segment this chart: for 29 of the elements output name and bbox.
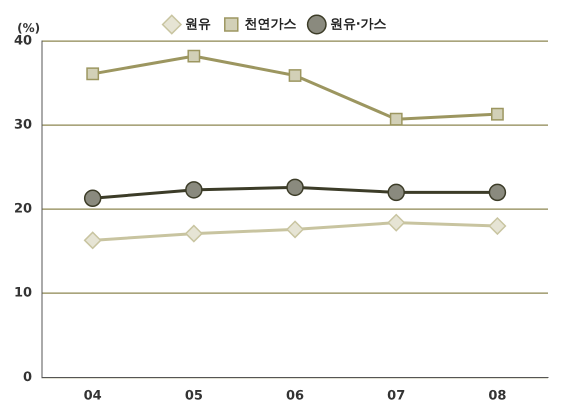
point (286, 178, 304, 196)
point (491, 108, 504, 121)
y-tick-label: 0 (23, 370, 32, 385)
point (185, 181, 203, 199)
legend-label: 원유·가스 (330, 16, 387, 32)
point (84, 232, 102, 250)
point (187, 50, 200, 63)
point (288, 69, 302, 82)
point (185, 224, 203, 242)
legend-label: 원유 (184, 16, 211, 32)
x-tick-label: 06 (286, 388, 304, 404)
y-tick-label: 30 (14, 117, 32, 132)
x-tick-label: 04 (84, 388, 102, 404)
point (387, 184, 405, 202)
x-tick-label: 05 (184, 388, 203, 404)
y-tick-label: 10 (14, 286, 32, 301)
legend-label: 천연가스 (244, 16, 296, 32)
point (84, 190, 102, 208)
y-tick-label: 20 (14, 202, 32, 217)
point (387, 214, 405, 232)
x-tick-label: 07 (387, 388, 406, 404)
x-tick-label: 08 (488, 388, 506, 404)
point (488, 217, 506, 235)
point (390, 112, 403, 126)
point (286, 220, 304, 238)
point (86, 67, 100, 80)
y-axis-title: (%) (17, 21, 40, 36)
point (488, 184, 506, 202)
y-tick-label: 40 (14, 33, 32, 48)
